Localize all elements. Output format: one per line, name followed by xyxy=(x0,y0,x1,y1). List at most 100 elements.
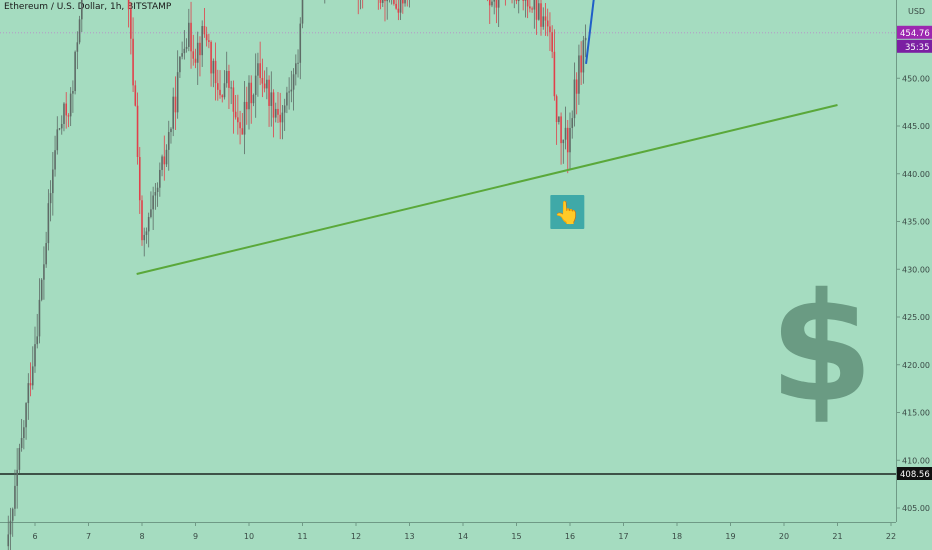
candle-body[interactable] xyxy=(179,56,181,73)
candle-body[interactable] xyxy=(578,55,580,94)
candle-body[interactable] xyxy=(201,26,203,56)
candle-body[interactable] xyxy=(537,3,540,20)
candle-body[interactable] xyxy=(549,26,551,33)
candle-body[interactable] xyxy=(234,111,237,118)
candle-body[interactable] xyxy=(14,485,16,509)
candle-body[interactable] xyxy=(174,96,177,113)
candle-body[interactable] xyxy=(11,508,14,521)
candle-body[interactable] xyxy=(493,0,496,2)
candle-body[interactable] xyxy=(279,114,282,123)
candle-body[interactable] xyxy=(210,41,212,74)
candle-body[interactable] xyxy=(228,70,230,88)
candle-body[interactable] xyxy=(183,48,186,54)
candle-body[interactable] xyxy=(575,79,578,94)
candle-body[interactable] xyxy=(292,74,295,90)
candle-body[interactable] xyxy=(531,8,533,10)
candle-body[interactable] xyxy=(266,79,268,89)
candle-body[interactable] xyxy=(286,92,288,106)
candle-body[interactable] xyxy=(241,128,244,135)
candle-body[interactable] xyxy=(20,438,23,448)
candle-body[interactable] xyxy=(248,82,250,110)
emoji-box[interactable] xyxy=(550,194,585,229)
candle-body[interactable] xyxy=(237,117,239,123)
candle-body[interactable] xyxy=(212,60,215,74)
candle-body[interactable] xyxy=(259,63,261,78)
candle-body[interactable] xyxy=(261,77,264,84)
candle-body[interactable] xyxy=(270,92,273,106)
candle-body[interactable] xyxy=(31,366,34,386)
candle-body[interactable] xyxy=(199,42,201,56)
candle-body[interactable] xyxy=(268,79,270,106)
candle-body[interactable] xyxy=(491,1,493,6)
price-axis[interactable] xyxy=(896,0,932,550)
candle-body[interactable] xyxy=(558,116,560,123)
candle-body[interactable] xyxy=(384,0,386,2)
candle-body[interactable] xyxy=(399,0,402,13)
candle-body[interactable] xyxy=(488,0,491,6)
candle-body[interactable] xyxy=(9,520,12,535)
candle-body[interactable] xyxy=(49,193,52,204)
candle-body[interactable] xyxy=(127,0,130,10)
candle-body[interactable] xyxy=(23,427,25,439)
candle-body[interactable] xyxy=(47,203,50,244)
candle-body[interactable] xyxy=(393,0,395,4)
candle-body[interactable] xyxy=(395,3,397,9)
candle-body[interactable] xyxy=(277,108,279,115)
candle-body[interactable] xyxy=(145,231,148,235)
candle-body[interactable] xyxy=(495,0,498,8)
candle-body[interactable] xyxy=(257,63,259,76)
candle-body[interactable] xyxy=(27,383,30,404)
candle-body[interactable] xyxy=(560,116,562,144)
candle-body[interactable] xyxy=(272,92,275,118)
candle-body[interactable] xyxy=(386,0,389,2)
candle-body[interactable] xyxy=(170,128,172,133)
candle-body[interactable] xyxy=(69,93,72,117)
projection-arrow[interactable] xyxy=(585,0,621,65)
candle-body[interactable] xyxy=(36,336,39,345)
candle-body[interactable] xyxy=(274,108,277,118)
candle-body[interactable] xyxy=(263,83,266,89)
candle-body[interactable] xyxy=(497,0,500,8)
candle-body[interactable] xyxy=(190,22,192,52)
candle-body[interactable] xyxy=(167,132,170,150)
candle-body[interactable] xyxy=(154,191,157,196)
candle-body[interactable] xyxy=(208,40,210,42)
candle-body[interactable] xyxy=(136,105,139,157)
candle-body[interactable] xyxy=(181,53,183,57)
candle-body[interactable] xyxy=(134,85,137,106)
candle-body[interactable] xyxy=(230,87,232,89)
candle-body[interactable] xyxy=(159,169,161,188)
candle-body[interactable] xyxy=(584,37,587,41)
candle-body[interactable] xyxy=(165,149,168,165)
candle-body[interactable] xyxy=(580,55,582,73)
candle-body[interactable] xyxy=(219,89,221,96)
candle-body[interactable] xyxy=(225,70,228,84)
candle-body[interactable] xyxy=(38,299,41,337)
candle-body[interactable] xyxy=(7,534,10,547)
candle-body[interactable] xyxy=(564,127,567,140)
candle-body[interactable] xyxy=(16,469,18,486)
candle-body[interactable] xyxy=(402,0,404,4)
candle-body[interactable] xyxy=(18,447,21,470)
candle-body[interactable] xyxy=(141,200,143,241)
candle-body[interactable] xyxy=(566,127,569,153)
candle-body[interactable] xyxy=(582,40,585,73)
candle-body[interactable] xyxy=(245,101,248,110)
candle-body[interactable] xyxy=(54,150,56,170)
candle-body[interactable] xyxy=(185,46,188,49)
candle-body[interactable] xyxy=(535,0,538,20)
candle-body[interactable] xyxy=(76,42,79,52)
candle-body[interactable] xyxy=(522,0,524,1)
candle-body[interactable] xyxy=(161,156,163,170)
candle-body[interactable] xyxy=(553,51,556,97)
candle-body[interactable] xyxy=(379,0,382,3)
candle-body[interactable] xyxy=(34,344,36,367)
candle-body[interactable] xyxy=(250,82,253,104)
candle-body[interactable] xyxy=(288,91,290,93)
candle-body[interactable] xyxy=(281,112,284,123)
candle-body[interactable] xyxy=(283,105,286,113)
candle-body[interactable] xyxy=(216,83,219,90)
candle-body[interactable] xyxy=(81,0,83,20)
candle-body[interactable] xyxy=(290,89,293,92)
candle-body[interactable] xyxy=(573,79,576,119)
